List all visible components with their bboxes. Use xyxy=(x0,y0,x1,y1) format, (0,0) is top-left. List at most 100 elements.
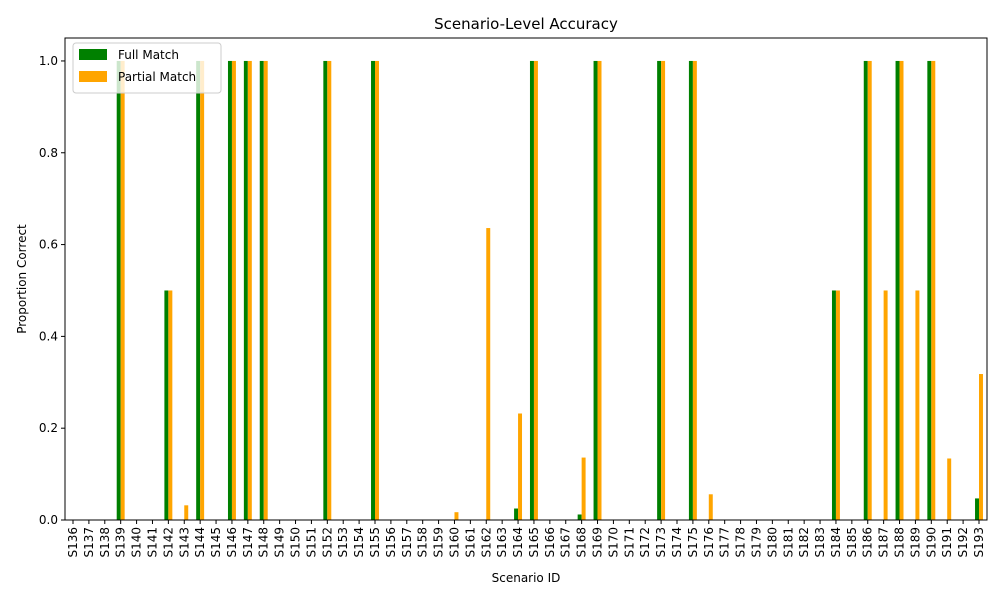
x-tick-label-s138: S138 xyxy=(98,527,112,558)
x-tick-label-s190: S190 xyxy=(924,527,938,558)
bar-full-match-s175 xyxy=(688,60,693,520)
bar-full-match-s193 xyxy=(975,498,979,520)
x-tick-label-s156: S156 xyxy=(384,527,398,558)
bar-full-match-s188 xyxy=(895,60,900,520)
bar-full-match-s190 xyxy=(927,60,932,520)
bar-partial-match-s188 xyxy=(899,60,904,520)
x-tick-label-s187: S187 xyxy=(877,527,891,558)
x-tick-label-s191: S191 xyxy=(940,527,954,558)
x-tick-label-s148: S148 xyxy=(257,527,271,558)
bar-partial-match-s144 xyxy=(200,60,205,520)
bar-full-match-s147 xyxy=(243,60,248,520)
bar-full-match-s146 xyxy=(227,60,232,520)
x-tick-label-s171: S171 xyxy=(622,527,636,558)
bar-partial-match-s191 xyxy=(947,458,952,520)
x-tick-label-s161: S161 xyxy=(463,527,477,558)
x-tick-label-s176: S176 xyxy=(702,527,716,558)
y-tick-label-2: 0.4 xyxy=(39,329,58,343)
bar-partial-match-s148 xyxy=(263,60,268,520)
legend-label-full-match: Full Match xyxy=(118,48,179,62)
bar-full-match-s168 xyxy=(577,514,582,520)
bar-partial-match-s184 xyxy=(835,290,840,520)
legend-box xyxy=(72,42,222,94)
x-tick-label-s141: S141 xyxy=(145,527,159,558)
x-tick-label-s158: S158 xyxy=(416,527,430,558)
x-tick-label-s172: S172 xyxy=(638,527,652,558)
bar-partial-match-s187 xyxy=(883,290,888,520)
x-tick-label-s177: S177 xyxy=(718,527,732,558)
x-tick-label-s184: S184 xyxy=(829,527,843,558)
bar-partial-match-s143 xyxy=(184,505,189,520)
x-tick-label-s178: S178 xyxy=(734,527,748,558)
x-tick-label-s143: S143 xyxy=(177,527,191,558)
x-tick-label-s170: S170 xyxy=(606,527,620,558)
x-tick-label-s164: S164 xyxy=(511,527,525,558)
x-tick-label-s183: S183 xyxy=(813,527,827,558)
x-axis-label: Scenario ID xyxy=(492,571,561,585)
x-tick-label-s193: S193 xyxy=(972,527,986,558)
bar-full-match-s142 xyxy=(164,290,169,520)
x-tick-label-s154: S154 xyxy=(352,527,366,558)
y-tick-label-4: 0.8 xyxy=(39,146,58,160)
x-tick-label-s155: S155 xyxy=(368,527,382,558)
bar-full-match-s173 xyxy=(657,60,662,520)
bar-full-match-s155 xyxy=(371,60,375,520)
x-axis: S136 S137 S138 S139 S140 S141 S142 S143 S144 S145… xyxy=(66,520,986,558)
x-tick-label-s175: S175 xyxy=(686,527,700,558)
legend-label-partial-match: Partial Match xyxy=(118,70,196,84)
plot-frame xyxy=(64,37,988,521)
x-tick-label-s180: S180 xyxy=(765,527,779,558)
y-tick-label-0: 0.0 xyxy=(39,513,58,527)
bar-full-match-s184 xyxy=(831,290,836,520)
x-tick-label-s152: S152 xyxy=(320,527,334,558)
x-tick-label-s166: S166 xyxy=(543,527,557,558)
bar-partial-match-s175 xyxy=(692,60,697,520)
x-tick-label-s179: S179 xyxy=(749,527,763,558)
x-tick-label-s147: S147 xyxy=(241,527,255,558)
x-tick-label-s151: S151 xyxy=(304,527,318,558)
x-tick-label-s182: S182 xyxy=(797,527,811,558)
y-tick-label-1: 0.2 xyxy=(39,421,58,435)
legend: Full Match Partial Match xyxy=(72,42,222,94)
x-tick-label-s153: S153 xyxy=(336,527,350,558)
bar-full-match-s148 xyxy=(259,60,264,520)
x-tick-label-s188: S188 xyxy=(893,527,907,558)
x-tick-label-s149: S149 xyxy=(273,527,287,558)
bar-partial-match-s190 xyxy=(931,60,936,520)
bar-partial-match-s176 xyxy=(708,494,713,520)
x-tick-label-s145: S145 xyxy=(209,527,223,558)
x-tick-label-s136: S136 xyxy=(66,527,80,558)
bar-full-match-s164 xyxy=(514,508,519,520)
x-tick-label-s162: S162 xyxy=(479,527,493,558)
bar-partial-match-s142 xyxy=(168,290,173,520)
bar-partial-match-s162 xyxy=(486,228,491,521)
bar-partial-match-s168 xyxy=(581,457,586,520)
bar-partial-match-s139 xyxy=(120,60,125,520)
x-tick-label-s144: S144 xyxy=(193,527,207,558)
bar-partial-match-s155 xyxy=(375,60,379,520)
y-tick-label-5: 1.0 xyxy=(39,54,58,68)
x-tick-label-s186: S186 xyxy=(861,527,875,558)
x-tick-label-s140: S140 xyxy=(130,527,144,558)
x-tick-label-s165: S165 xyxy=(527,527,541,558)
bar-partial-match-s165 xyxy=(533,60,538,520)
x-tick-label-s167: S167 xyxy=(559,527,573,558)
bar-full-match-s139 xyxy=(116,60,121,520)
bar-partial-match-s173 xyxy=(661,60,666,520)
bar-partial-match-s146 xyxy=(231,60,236,520)
bar-partial-match-s193 xyxy=(979,374,983,520)
chart-title: Scenario-Level Accuracy xyxy=(434,15,618,33)
x-tick-label-s160: S160 xyxy=(447,527,461,558)
y-axis: 0.0 0.2 0.4 0.6 0.8 1.0 xyxy=(39,54,65,527)
x-tick-label-s142: S142 xyxy=(161,527,175,558)
x-tick-label-s163: S163 xyxy=(495,527,509,558)
x-tick-label-s150: S150 xyxy=(289,527,303,558)
bar-partial-match-s186 xyxy=(867,60,872,520)
y-tick-label-3: 0.6 xyxy=(39,238,58,252)
x-tick-label-s146: S146 xyxy=(225,527,239,558)
x-tick-label-s181: S181 xyxy=(781,527,795,558)
x-tick-label-s174: S174 xyxy=(670,527,684,558)
bar-partial-match-s147 xyxy=(247,60,252,520)
x-tick-label-s157: S157 xyxy=(400,527,414,558)
